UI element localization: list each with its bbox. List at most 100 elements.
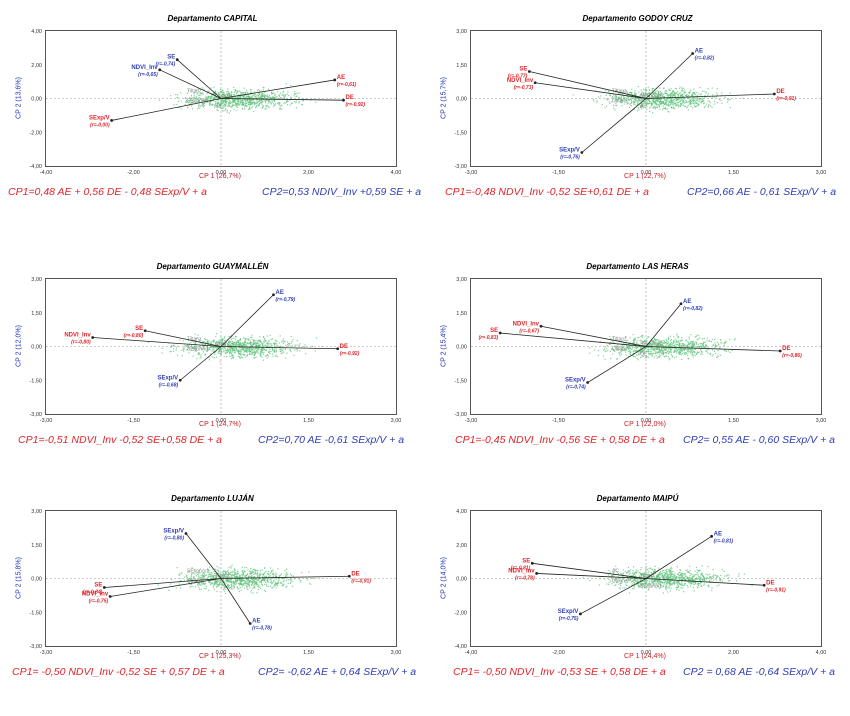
vector-correlation-label: (r=-0,68) <box>159 382 179 388</box>
loading-vector <box>112 99 221 121</box>
vector-correlation-label: (r=-0,79) <box>276 297 296 303</box>
loading-vector <box>582 99 646 153</box>
y-tick-label: 0,00 <box>31 577 42 583</box>
vector-correlation-label: (r=-0,91) <box>766 587 786 593</box>
cp2-equation: CP2=0,66 AE - 0,61 SExp/V + a <box>687 186 836 198</box>
vector-correlation-label: (r=-0,75) <box>89 599 109 605</box>
loading-vector-tip <box>333 79 336 82</box>
vector-label: DE <box>340 344 348 350</box>
vector-label: SExp/V <box>163 529 184 535</box>
vector-correlation-label: (r=-0,76) <box>560 155 580 161</box>
chart-title: Departamento LAS HERAS <box>425 262 850 271</box>
vector-label: SExp/V <box>89 115 110 121</box>
x-axis-title: CP 1 (24,7%) <box>45 421 395 428</box>
y-tick-label: 3,00 <box>31 509 42 515</box>
loading-vector-tip <box>763 584 766 587</box>
score-points <box>573 86 744 113</box>
vector-correlation-label: (r=-0,82) <box>683 306 703 312</box>
x-axis-title: CP 1 (22,7%) <box>470 173 820 180</box>
minor-variable-label: SExp/Vx1 <box>187 569 209 575</box>
vector-correlation-label: (r=-0,67) <box>519 328 539 334</box>
minor-variable-label: SExp/Vx1 <box>187 347 209 353</box>
vector-correlation-label: (r=-0,78) <box>515 575 535 581</box>
loading-vector-tip <box>540 325 543 328</box>
loading-vector-tip <box>691 52 694 55</box>
y-tick-label: -1,50 <box>29 610 42 616</box>
vector-correlation-label: (r=-0,92) <box>346 102 366 108</box>
vector-label: DE <box>766 580 774 586</box>
vector-label: NDVI_Inv <box>131 65 158 71</box>
vector-label: SExp/V <box>157 375 178 381</box>
vector-label: NDVI_Inv <box>507 78 534 84</box>
y-axis-title: CP 2 (15,8%) <box>12 510 26 645</box>
minor-variable-label: Tiltanz <box>187 89 202 95</box>
y-tick-label: 0,00 <box>31 345 42 351</box>
loading-vector-tip <box>348 575 351 578</box>
vector-label: NDVI_Inv <box>82 592 109 598</box>
vector-correlation-label: (r=-0,74) <box>156 62 176 68</box>
vector-label: NDVI_Inv <box>64 333 91 339</box>
loading-vector-tip <box>185 532 188 535</box>
vector-correlation-label: (r=-0,74) <box>566 385 586 391</box>
minor-variable-label: Otilanz <box>612 579 628 585</box>
vector-label: DE <box>782 346 790 352</box>
chart-title: Departamento GODOY CRUZ <box>425 14 850 23</box>
loading-vector <box>93 338 221 347</box>
y-axis-title: CP 2 (12,0%) <box>12 278 26 413</box>
y-tick-label: 0,00 <box>456 97 467 103</box>
vector-label: DE <box>346 95 354 101</box>
vector-correlation-label: (r=-0,91) <box>776 96 796 102</box>
cp1-equation: CP1=0,48 AE + 0,56 DE - 0,48 SExp/V + a <box>8 186 207 198</box>
cp1-equation: CP1= -0,50 NDVI_Inv -0,52 SE + 0,57 DE +… <box>12 666 225 678</box>
vector-label: NDVI_Inv <box>513 321 540 327</box>
vector-label: SE <box>519 67 527 73</box>
loading-vector <box>221 80 335 99</box>
loading-vector-tip <box>499 332 502 335</box>
loading-vector-tip <box>336 347 339 350</box>
loading-vector-tip <box>779 350 782 353</box>
loading-vector <box>110 579 221 597</box>
vector-label: AE <box>683 299 691 305</box>
y-tick-label: 2,00 <box>456 543 467 549</box>
cp1-equation: CP1= -0,50 NDVI_Inv -0,53 SE + 0,58 DE +… <box>453 666 666 678</box>
vector-label: DE <box>776 89 784 95</box>
loading-vector-tip <box>773 93 776 96</box>
y-tick-label: 3,00 <box>456 277 467 283</box>
vector-label: AE <box>695 49 703 55</box>
cp2-equation: CP2 = 0,68 AE -0,64 SExp/V + a <box>683 666 835 678</box>
vector-label: AE <box>714 531 722 537</box>
cp1-equation: CP1=-0,51 NDVI_Inv -0,52 SE+0,58 DE + a <box>18 434 222 446</box>
vector-correlation-label: (r=-0,83) <box>479 335 499 341</box>
vector-correlation-label: (r=-0,80) <box>124 333 144 339</box>
y-tick-label: 3,00 <box>31 277 42 283</box>
loading-vector-tip <box>579 613 582 616</box>
cp1-equation: CP1=-0,48 NDVI_Inv -0,52 SE+0,61 DE + a <box>445 186 649 198</box>
x-axis-title: CP 1 (25,3%) <box>45 653 395 660</box>
cp2-equation: CP2=0,70 AE -0,61 SExp/V + a <box>258 434 404 446</box>
loading-vector-tip <box>109 595 112 598</box>
vector-label: AE <box>337 75 345 81</box>
loading-vector-tip <box>176 58 179 61</box>
loading-vector <box>221 579 250 624</box>
y-tick-label: 2,00 <box>31 63 42 69</box>
y-axis-title: CP 2 (15,4%) <box>437 278 451 413</box>
loading-vector-tip <box>110 119 113 122</box>
vector-label: SE <box>490 328 498 334</box>
vector-label: SExp/V <box>565 378 586 384</box>
vector-correlation-label: (r=-0,75) <box>559 616 579 622</box>
x-axis-title: CP 1 (22,0%) <box>470 421 820 428</box>
loading-vector <box>646 54 693 99</box>
x-axis-title: CP 1 (24,4%) <box>470 653 820 660</box>
vector-correlation-label: (r=-0,82) <box>695 56 715 62</box>
loading-vector-tip <box>534 81 537 84</box>
loading-vector-tip <box>144 329 147 332</box>
vector-correlation-label: (r=-0,91) <box>351 578 371 584</box>
vector-label: DE <box>351 571 359 577</box>
